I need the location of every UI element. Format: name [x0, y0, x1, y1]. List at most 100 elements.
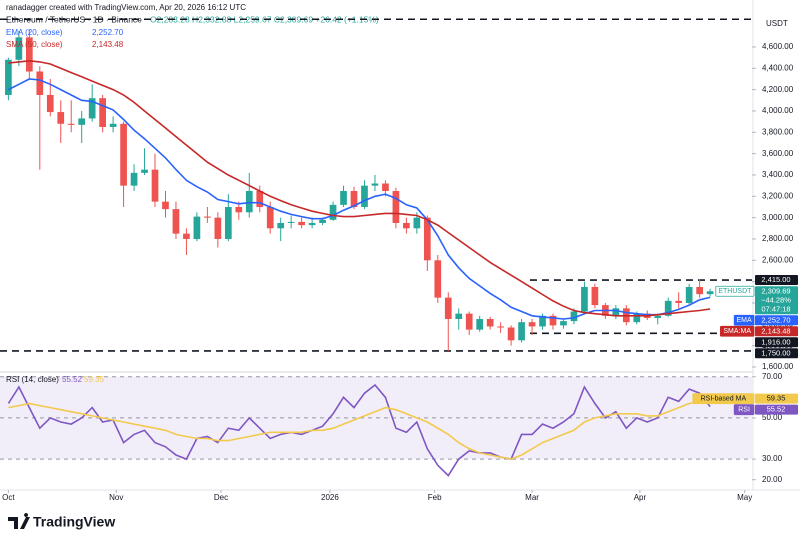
candle-body — [570, 311, 578, 322]
y-tick-label: 1,600.00 — [762, 362, 794, 371]
candle-body — [67, 123, 75, 125]
candle-body — [486, 318, 494, 327]
candle-body — [528, 322, 536, 327]
candle-body — [25, 37, 33, 72]
candle-body — [654, 315, 662, 318]
candle-body — [696, 286, 703, 295]
candle-body — [465, 313, 473, 330]
candle-body — [109, 123, 117, 127]
x-tick-label: Apr — [634, 493, 647, 502]
candle-body — [497, 326, 504, 328]
candle-body — [256, 190, 264, 207]
candle-body — [57, 112, 65, 124]
price-tag-name-box — [692, 393, 755, 405]
candle-body — [633, 313, 641, 323]
y-tick-label: 30.00 — [762, 454, 783, 463]
candle-body — [245, 190, 253, 213]
candle-body — [675, 300, 683, 303]
price-tag-value: 2,143.48 — [761, 326, 790, 335]
candle-body — [612, 308, 620, 316]
price-tag-name-box — [733, 404, 755, 416]
candle-body — [141, 169, 148, 173]
candle-body — [518, 322, 525, 341]
y-tick-label: 2,800.00 — [762, 234, 794, 243]
candle-body — [266, 206, 274, 229]
x-tick-label: Feb — [428, 493, 442, 502]
y-tick-label: 4,000.00 — [762, 106, 794, 115]
candle-body — [403, 222, 410, 229]
candle-body — [204, 216, 211, 218]
candle-body — [392, 190, 400, 223]
indicator-legend-value: 2,143.48 — [92, 40, 124, 49]
price-tag-name: RSI-based MA — [701, 396, 747, 403]
price-tag-value: 2,309.69 — [761, 286, 790, 295]
price-tag-name-box — [715, 285, 755, 297]
candle-body — [476, 318, 484, 330]
candle-body — [539, 315, 546, 327]
candle-body — [455, 313, 463, 319]
price-tag-name-box — [720, 325, 755, 337]
price-tag — [755, 393, 798, 404]
level-tag — [755, 348, 798, 359]
logo-text: TradingView — [33, 514, 115, 530]
price-tag-name: SMA:MA — [723, 328, 751, 335]
price-tag-value: 59.35 — [767, 394, 786, 403]
pane-legend-value: 55.52 — [62, 375, 83, 384]
candle-body — [5, 59, 12, 95]
candle-body — [361, 185, 368, 207]
y-tick-label: 4,600.00 — [762, 42, 794, 51]
logo: TradingView — [8, 513, 115, 530]
price-tag-name-box — [733, 314, 755, 326]
candle-body — [183, 233, 190, 239]
price-tag-value: 2,252.70 — [761, 315, 790, 324]
series-line — [8, 59, 711, 317]
candle-body — [340, 190, 347, 205]
y-tick-label: 70.00 — [762, 372, 783, 381]
level-tag — [755, 337, 798, 348]
y-tick-label: 3,800.00 — [762, 127, 794, 136]
y-tick-label: 50.00 — [762, 413, 783, 422]
candle-body — [581, 286, 588, 312]
x-tick-label: 2026 — [321, 493, 339, 502]
candle-body — [172, 209, 180, 234]
candle-body — [99, 98, 106, 127]
currency: USDT — [766, 19, 788, 28]
pane-legend: RSI (14, close) — [6, 375, 59, 384]
candle-body — [130, 172, 138, 186]
candle-body — [162, 201, 169, 210]
candle-body — [507, 327, 515, 341]
candle-body — [15, 37, 23, 60]
candle-body — [664, 300, 672, 316]
logo-icon — [8, 513, 30, 529]
credit: ranadagger created with TradingView.com,… — [6, 3, 246, 12]
candle-body — [329, 204, 337, 220]
candle-body — [350, 190, 358, 207]
indicator-legend: SMA (50, close) — [6, 40, 63, 49]
candle-body — [277, 222, 285, 229]
y-tick-label: 2,600.00 — [762, 255, 794, 264]
y-tick-label: 3,200.00 — [762, 191, 794, 200]
y-tick-label: 20.00 — [762, 475, 783, 484]
x-tick-label: Oct — [2, 493, 15, 502]
level-tag-label: 1,916.00 — [761, 337, 790, 346]
candle-body — [444, 297, 452, 319]
candle-body — [46, 94, 54, 113]
y-tick-label: 3,400.00 — [762, 170, 794, 179]
level-tag-label: 1,750.00 — [761, 348, 790, 357]
x-tick-label: Dec — [214, 493, 228, 502]
candle-body — [371, 183, 379, 186]
series-line — [8, 397, 711, 460]
y-tick-label: 4,200.00 — [762, 85, 794, 94]
candle-body — [214, 217, 222, 239]
price-tag — [755, 286, 798, 315]
candle-body — [120, 123, 127, 186]
price-tag-value: 55.52 — [767, 405, 786, 414]
candle-body — [193, 216, 201, 239]
x-tick-label: May — [737, 493, 752, 502]
candle-body — [319, 219, 326, 223]
candle-body — [413, 217, 421, 229]
candle-body — [308, 222, 316, 226]
price-tag-name: RSI — [738, 407, 750, 414]
